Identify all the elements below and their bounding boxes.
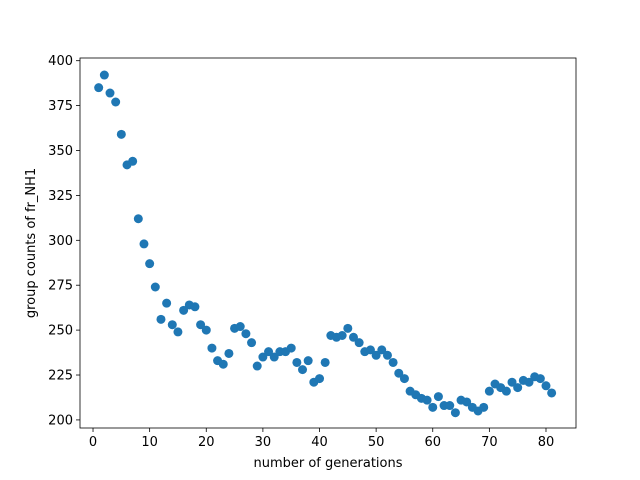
data-point — [524, 377, 534, 387]
y-tick-label: 375 — [48, 99, 73, 114]
data-point — [348, 332, 358, 342]
data-point — [501, 386, 511, 396]
data-point — [513, 383, 523, 393]
data-point — [241, 329, 251, 339]
data-point — [201, 325, 211, 335]
y-axis-label: group counts of fr_NH1 — [24, 168, 39, 318]
data-point — [218, 359, 228, 369]
x-tick-label: 80 — [538, 435, 555, 450]
x-tick-label: 70 — [481, 435, 498, 450]
data-point — [445, 401, 455, 411]
data-point — [139, 239, 149, 249]
data-point — [433, 392, 443, 402]
y-tick-label: 275 — [48, 279, 73, 294]
data-point — [450, 408, 460, 418]
data-point — [133, 214, 143, 224]
data-point — [190, 302, 200, 312]
data-point — [382, 350, 392, 360]
data-point — [292, 357, 302, 367]
data-point — [116, 129, 126, 139]
data-point — [535, 374, 545, 384]
data-point — [343, 323, 353, 333]
data-point — [207, 343, 217, 353]
data-point — [269, 352, 279, 362]
data-point — [128, 156, 138, 166]
data-point — [337, 331, 347, 340]
data-points — [94, 70, 557, 418]
data-point — [264, 347, 274, 357]
y-tick-label: 225 — [48, 369, 73, 384]
x-tick-label: 0 — [89, 435, 97, 450]
data-point — [224, 348, 234, 358]
data-point — [156, 314, 166, 324]
data-point — [247, 338, 257, 348]
data-point — [235, 322, 245, 332]
data-point — [462, 397, 472, 407]
data-point — [111, 97, 121, 107]
data-point — [167, 320, 177, 330]
y-tick-label: 200 — [48, 413, 73, 428]
data-point — [320, 357, 330, 367]
data-point — [173, 327, 183, 337]
x-axis-ticks: 0 10 20 30 40 50 60 70 80 — [89, 428, 554, 450]
y-tick-label: 350 — [48, 144, 73, 159]
data-point — [196, 320, 206, 330]
x-tick-label: 20 — [198, 435, 215, 450]
data-point — [541, 381, 551, 391]
y-tick-label: 300 — [48, 234, 73, 249]
x-axis-label: number of generations — [253, 456, 402, 471]
data-point — [422, 395, 432, 405]
data-point — [365, 345, 375, 355]
x-tick-label: 10 — [141, 435, 158, 450]
y-tick-label: 250 — [48, 324, 73, 339]
x-tick-label: 50 — [368, 435, 385, 450]
data-point — [258, 352, 268, 362]
data-point — [94, 83, 104, 93]
data-point — [377, 345, 387, 355]
data-point — [145, 259, 155, 269]
plot-frame — [79, 57, 577, 429]
y-axis-ticks: 200 225 250 275 300 325 350 375 400 — [48, 54, 80, 428]
data-point — [298, 365, 308, 375]
data-point — [507, 377, 517, 387]
data-point — [394, 368, 404, 378]
data-point — [354, 338, 364, 348]
data-point — [371, 350, 381, 360]
data-point — [252, 361, 262, 371]
data-point — [399, 374, 409, 384]
data-point — [547, 388, 557, 398]
data-point — [484, 386, 494, 396]
x-tick-label: 40 — [311, 435, 328, 450]
data-point — [105, 88, 115, 98]
data-point — [179, 305, 189, 315]
data-point — [162, 298, 172, 308]
data-point — [150, 282, 160, 292]
data-point — [315, 374, 325, 384]
data-point — [286, 343, 296, 353]
data-point — [388, 357, 398, 367]
x-tick-label: 60 — [424, 435, 441, 450]
data-point — [479, 402, 489, 412]
y-tick-label: 325 — [48, 189, 73, 204]
data-point — [428, 402, 438, 412]
data-point — [99, 70, 109, 80]
x-tick-label: 30 — [255, 435, 272, 450]
y-tick-label: 400 — [48, 54, 73, 69]
data-point — [303, 356, 313, 366]
